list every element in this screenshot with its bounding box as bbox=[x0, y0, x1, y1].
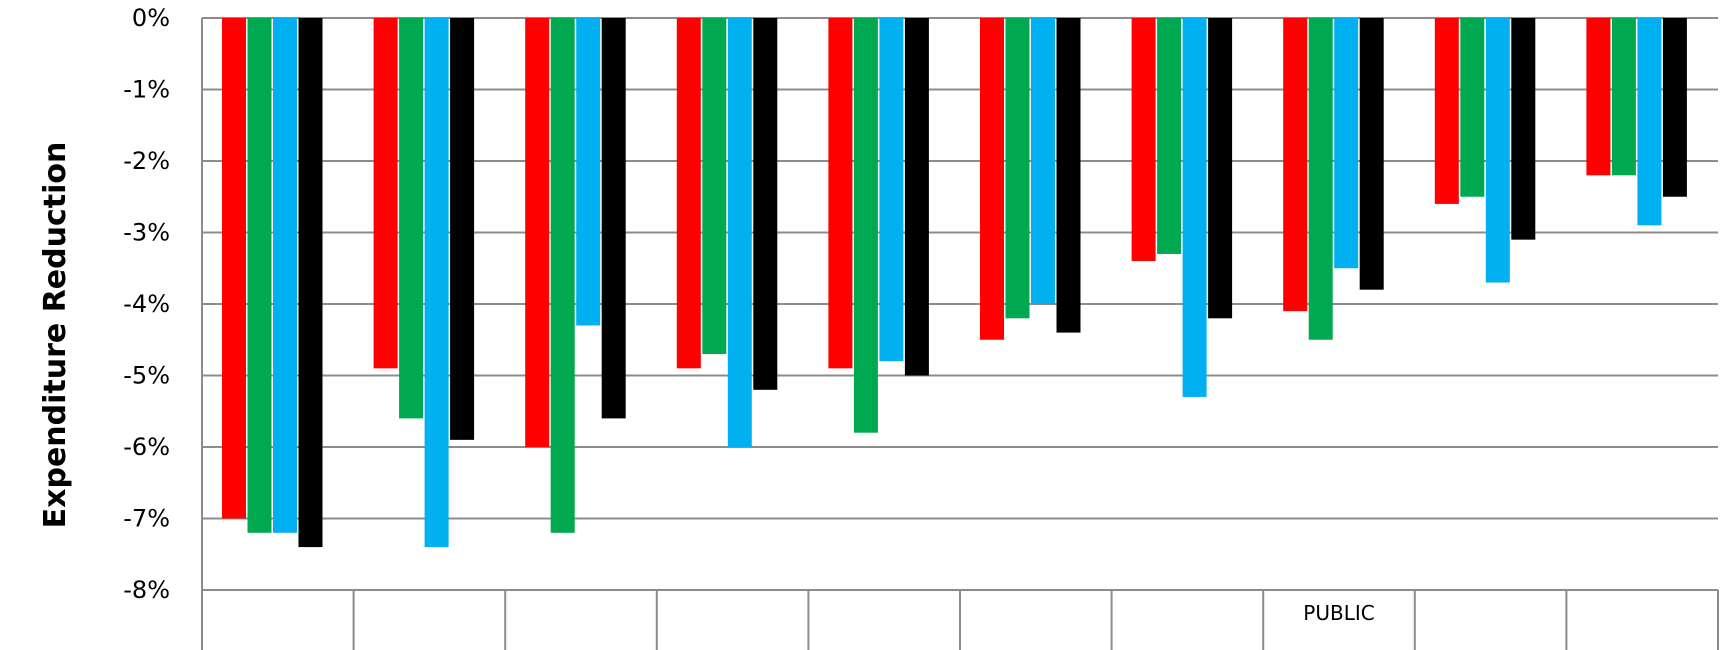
bar bbox=[576, 18, 601, 326]
bar bbox=[1586, 18, 1611, 176]
bar bbox=[1511, 18, 1536, 240]
y-tick-label: -5% bbox=[123, 362, 170, 390]
bar bbox=[1359, 18, 1384, 290]
y-tick-label: -2% bbox=[123, 147, 170, 175]
bar-group bbox=[980, 18, 1081, 340]
bar-group bbox=[676, 18, 778, 447]
bar-group bbox=[222, 18, 323, 548]
bar bbox=[1031, 18, 1055, 304]
bar bbox=[727, 18, 752, 447]
y-tick-label: -4% bbox=[123, 290, 170, 318]
y-tick-label: -6% bbox=[123, 433, 170, 461]
y-tick-label: -3% bbox=[123, 219, 170, 247]
bar bbox=[702, 18, 727, 355]
bar bbox=[1005, 18, 1030, 319]
bar-group bbox=[828, 18, 929, 433]
bar bbox=[273, 18, 297, 533]
bar-group bbox=[1131, 18, 1233, 397]
y-tick-label: -7% bbox=[123, 505, 170, 533]
bar bbox=[424, 18, 449, 548]
bar bbox=[399, 18, 424, 419]
bar bbox=[1056, 18, 1081, 333]
bar bbox=[525, 18, 550, 447]
bar bbox=[1182, 18, 1207, 397]
bar-groups bbox=[222, 18, 1687, 548]
bar bbox=[1308, 18, 1333, 340]
bar-group bbox=[525, 18, 626, 533]
bar bbox=[1334, 18, 1359, 269]
bar bbox=[373, 18, 398, 369]
bar bbox=[550, 18, 575, 533]
labels: 0% -1% -2% -3% -4% -5% -6% -7% -8% PUBLIC bbox=[123, 4, 1374, 625]
y-tick-label: 0% bbox=[132, 4, 170, 32]
bar-group bbox=[1434, 18, 1536, 283]
bar bbox=[1434, 18, 1459, 204]
bar bbox=[1131, 18, 1156, 262]
bar bbox=[1662, 18, 1687, 197]
bar bbox=[853, 18, 878, 433]
bar-group bbox=[1283, 18, 1384, 340]
bar bbox=[298, 18, 323, 548]
bar bbox=[222, 18, 246, 519]
bar bbox=[1485, 18, 1510, 283]
bar bbox=[601, 18, 626, 419]
bar bbox=[1637, 18, 1662, 226]
bar bbox=[1460, 18, 1485, 197]
bar bbox=[904, 18, 929, 376]
bar bbox=[450, 18, 475, 440]
bar bbox=[1208, 18, 1233, 319]
bar bbox=[879, 18, 904, 362]
y-axis-title: Expenditure Reduction bbox=[38, 142, 73, 529]
bar bbox=[980, 18, 1004, 340]
bar bbox=[676, 18, 701, 369]
bar-group bbox=[1586, 18, 1687, 226]
bar bbox=[753, 18, 778, 390]
y-tick-label: -1% bbox=[123, 76, 170, 104]
axes bbox=[201, 18, 1719, 650]
bar bbox=[247, 18, 272, 533]
bar bbox=[1157, 18, 1182, 254]
category-label: PUBLIC bbox=[1303, 601, 1374, 625]
bar bbox=[1611, 18, 1636, 176]
y-tick-label: -8% bbox=[123, 576, 170, 604]
bar bbox=[828, 18, 853, 369]
bar-group bbox=[373, 18, 475, 548]
bar bbox=[1283, 18, 1308, 312]
